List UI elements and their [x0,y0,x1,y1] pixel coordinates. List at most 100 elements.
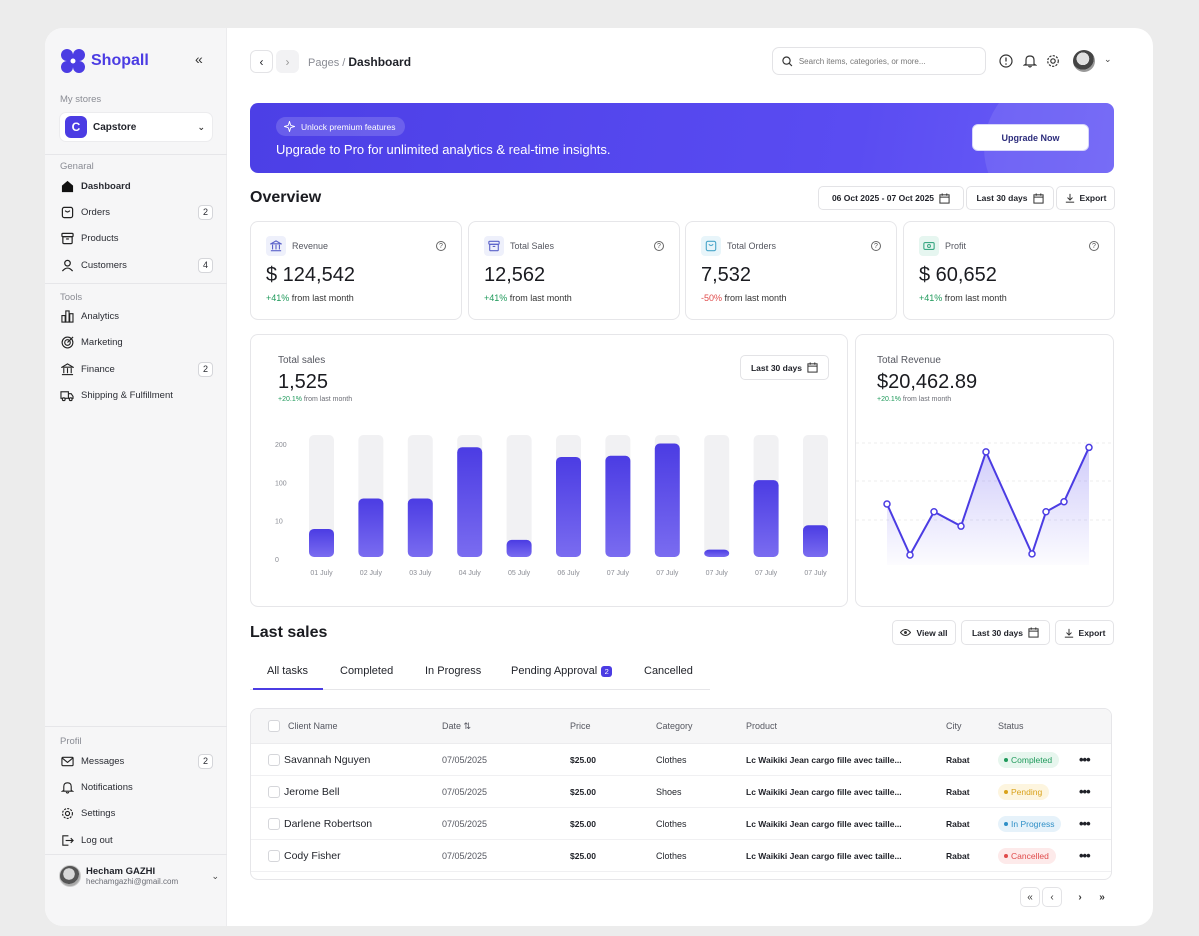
data-point[interactable] [1085,443,1093,452]
info-icon[interactable] [998,53,1014,69]
sidebar-item-settings[interactable]: Settings [60,802,213,824]
bar[interactable] [704,549,730,557]
chevron-down-icon[interactable]: ⌄ [1104,54,1112,64]
next-page-button[interactable]: › [1078,891,1082,903]
row-checkbox[interactable] [268,786,280,798]
sidebar-item-messages[interactable]: Messages 2 [60,750,213,772]
breadcrumb-parent[interactable]: Pages / [308,57,346,69]
help-icon[interactable]: ? [436,241,446,251]
bar[interactable] [309,528,334,557]
more-actions-icon[interactable]: ••• [1079,816,1091,831]
data-point[interactable] [883,500,891,508]
table-row[interactable]: Savannah Nguyen 07/05/2025 $25.00 Clothes Lc… [251,744,1111,776]
tab-completed[interactable]: Completed [340,665,393,677]
sales-export-button[interactable]: Export [1055,620,1114,645]
column-header[interactable]: Status [998,721,1024,731]
bell-icon[interactable] [1022,53,1038,69]
sidebar-item-label: Settings [81,807,116,819]
kpi-label: Total Orders [727,241,777,251]
row-checkbox[interactable] [268,850,280,862]
sidebar-item-shipping[interactable]: Shipping & Fulfillment [60,384,213,406]
export-button[interactable]: Export [1056,186,1115,210]
sidebar-item-logout[interactable]: Log out [60,829,213,851]
bar[interactable] [407,498,433,557]
column-header[interactable]: Client Name [288,721,338,731]
data-point[interactable] [1042,508,1050,516]
data-point[interactable] [1028,550,1036,558]
collapse-sidebar-icon[interactable]: « [195,51,203,67]
back-button[interactable]: ‹ [250,50,273,73]
view-all-button[interactable]: View all [892,620,956,645]
avatar[interactable] [1073,50,1095,72]
bar[interactable] [605,455,631,557]
sales-period-button[interactable]: Last 30 days [740,355,829,380]
breadcrumb: Pages / Dashboard [308,55,411,69]
tab-all-tasks[interactable]: All tasks [267,665,308,677]
upgrade-now-button[interactable]: Upgrade Now [972,124,1089,151]
help-icon[interactable]: ? [871,241,881,251]
column-header[interactable]: Date ⇅ [442,721,472,731]
period-select-button[interactable]: Last 30 days [966,186,1054,210]
sale-city: Rabat [946,755,970,765]
sidebar-item-products[interactable]: Products [60,227,213,249]
data-point[interactable] [957,522,965,530]
search-input[interactable] [798,56,976,66]
sidebar-item-marketing[interactable]: Marketing [60,331,213,353]
sales-table-period-button[interactable]: Last 30 days [961,620,1050,645]
tab-in-progress[interactable]: In Progress [425,665,481,677]
table-row[interactable]: Darlene Robertson 07/05/2025 $25.00 Clothes… [251,808,1111,840]
sidebar-item-dashboard[interactable]: Dashboard [60,175,213,197]
user-profile[interactable]: Hecham GAZHI hechamgazhi@gmail.com ⌄ [59,865,219,887]
bar[interactable] [506,539,532,557]
table-row[interactable]: Jerome Bell 07/05/2025 $25.00 Shoes Lc Waiki… [251,776,1111,808]
sidebar-item-notifications[interactable]: Notifications [60,776,213,798]
last-page-button[interactable]: » [1099,891,1105,903]
column-header[interactable]: Product [746,721,778,731]
bag-icon [701,236,721,256]
sidebar-item-analytics[interactable]: Analytics [60,305,213,327]
data-point[interactable] [1060,498,1068,506]
bar[interactable] [457,447,483,557]
more-actions-icon[interactable]: ••• [1079,784,1091,799]
first-page-button[interactable]: « [1020,887,1040,907]
wallet-icon [919,236,939,256]
chevron-down-icon: ⌄ [211,870,219,881]
bar[interactable] [753,480,779,557]
bar[interactable] [654,443,680,557]
prev-page-button[interactable]: ‹ [1042,887,1062,907]
forward-button[interactable]: › [276,50,299,73]
bar[interactable] [556,456,581,557]
row-checkbox[interactable] [268,818,280,830]
status-badge: Cancelled [998,848,1056,864]
data-point[interactable] [982,448,990,456]
tab-cancelled[interactable]: Cancelled [644,665,693,677]
tab-pending-approval[interactable]: Pending Approval 2 [511,665,613,677]
search-box[interactable] [772,47,986,75]
bar[interactable] [803,525,828,557]
logo[interactable]: Shopall [60,48,149,74]
date-range-button[interactable]: 06 Oct 2025 - 07 Oct 2025 [818,186,964,210]
help-icon[interactable]: ? [1089,241,1099,251]
sidebar-item-finance[interactable]: Finance 2 [60,358,213,380]
sidebar-item-label: Orders [81,206,111,218]
gear-icon[interactable] [1045,53,1061,69]
data-point[interactable] [906,551,914,559]
data-point[interactable] [930,508,938,516]
column-header[interactable]: City [946,721,962,731]
select-all-checkbox[interactable] [268,720,280,732]
store-selector[interactable]: C Capstore ⌄ [59,112,213,142]
help-icon[interactable]: ? [654,241,664,251]
table-row[interactable]: Cody Fisher 07/05/2025 $25.00 Clothes Lc Wai… [251,840,1111,872]
column-header[interactable]: Price [570,721,591,731]
delta-percent: +20.1% [877,396,901,403]
sidebar-item-orders[interactable]: Orders 2 [60,201,213,223]
column-header[interactable]: Category [656,721,693,731]
more-actions-icon[interactable]: ••• [1079,752,1091,767]
chart-value: $20,462.89 [877,371,978,393]
sidebar-item-customers[interactable]: Customers 4 [60,254,213,276]
delta-text: from last month [301,396,353,403]
x-tick-label: 06 July [557,570,580,577]
more-actions-icon[interactable]: ••• [1079,848,1091,863]
bar[interactable] [358,498,384,557]
row-checkbox[interactable] [268,754,280,766]
